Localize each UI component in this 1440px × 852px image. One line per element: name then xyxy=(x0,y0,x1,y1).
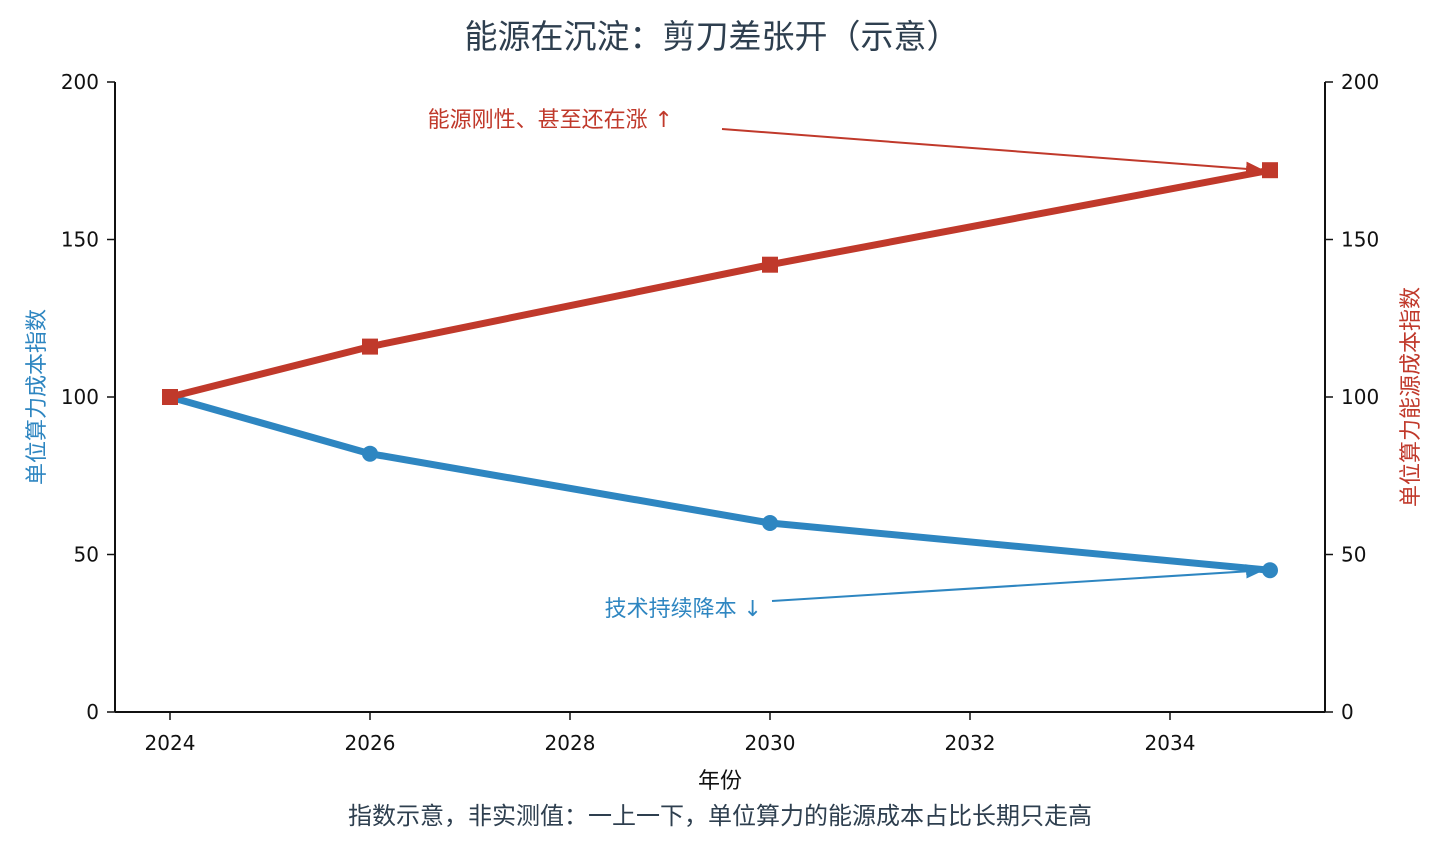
left-y-tick-label: 150 xyxy=(61,228,99,252)
energy-annotation-arrow xyxy=(721,128,1265,177)
energy-cost-series-point xyxy=(1262,162,1278,179)
x-tick-label: 2028 xyxy=(545,731,596,755)
annotation-layer: 能源刚性、甚至还在涨 ↑ 技术持续降本 ↓ xyxy=(428,108,1265,622)
energy-cost-series-line xyxy=(166,166,1274,401)
compute-annotation-text: 技术持续降本 ↓ xyxy=(605,597,762,622)
chart-title: 能源在沉淀：剪刀差张开（示意） xyxy=(465,17,960,56)
x-axis-label: 年份 xyxy=(698,769,742,794)
compute-cost-series-point xyxy=(1262,562,1278,579)
right-y-tick-label: 0 xyxy=(1341,700,1354,724)
energy-cost-series-point xyxy=(362,338,378,355)
right-y-tick-label: 100 xyxy=(1341,385,1379,409)
compute-cost-series-line xyxy=(166,393,1274,574)
energy-cost-series-point xyxy=(762,256,778,273)
axes: 2024 2026 2028 2030 2032 2034 0 0 50 50 100 100 150 1… xyxy=(61,70,1379,755)
compute-annotation-arrow xyxy=(771,564,1265,602)
left-y-tick-label: 200 xyxy=(61,70,99,94)
right-y-tick-label: 150 xyxy=(1341,228,1379,252)
energy-annotation-text: 能源刚性、甚至还在涨 ↑ xyxy=(428,108,673,133)
x-tick-label: 2026 xyxy=(345,731,396,755)
right-y-axis-label: 单位算力能源成本指数 xyxy=(1399,287,1424,507)
x-tick-label: 2032 xyxy=(945,731,996,755)
x-tick-label: 2030 xyxy=(745,731,796,755)
left-y-axis-label: 单位算力成本指数 xyxy=(25,309,50,485)
right-y-tick-label: 50 xyxy=(1341,543,1366,567)
energy-cost-series-point xyxy=(162,389,178,405)
chart-caption: 指数示意，非实测值：一上一下，单位算力的能源成本占比长期只走高 xyxy=(348,802,1092,830)
compute-cost-series-point xyxy=(762,515,778,531)
left-y-tick-label: 0 xyxy=(86,700,99,724)
compute-cost-series-point xyxy=(362,445,378,462)
x-tick-label: 2034 xyxy=(1145,731,1196,755)
left-y-tick-label: 50 xyxy=(74,543,99,567)
x-tick-label: 2024 xyxy=(145,731,196,755)
series-layer xyxy=(162,162,1278,579)
right-y-tick-label: 200 xyxy=(1341,70,1379,94)
left-y-tick-label: 100 xyxy=(61,385,99,409)
